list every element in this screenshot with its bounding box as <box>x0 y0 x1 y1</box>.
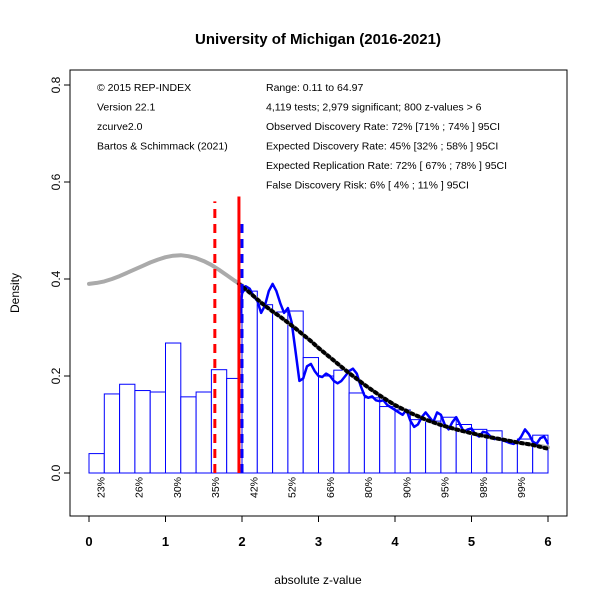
histogram-bar <box>501 440 518 474</box>
power-label: 35% <box>210 477 222 498</box>
histogram-bar <box>103 393 121 474</box>
y-tick-label: 0.6 <box>49 173 63 190</box>
significance-lines <box>213 196 244 473</box>
power-label: 95% <box>440 477 452 498</box>
power-label: 23% <box>95 477 107 498</box>
x-tick-label: 5 <box>468 534 475 549</box>
y-axis-label: Density <box>8 273 22 313</box>
power-label: 66% <box>325 477 337 498</box>
histogram-bar <box>134 390 151 474</box>
histogram-bar <box>180 396 197 474</box>
histogram-bar <box>241 290 258 474</box>
histogram-bar <box>88 453 105 474</box>
histogram-bar <box>409 419 427 474</box>
histogram-bar <box>149 391 166 474</box>
y-tick-label: 0.2 <box>49 367 63 384</box>
y-tick-label: 0.8 <box>49 76 63 93</box>
histogram-bar <box>256 304 274 474</box>
histogram-bar <box>363 397 381 474</box>
histogram-bar <box>165 342 182 474</box>
annotation-left-line: © 2015 REP-INDEX <box>97 82 191 94</box>
x-tick-label: 1 <box>162 534 169 549</box>
annotation-left-line: Bartos & Schimmack (2021) <box>97 141 228 153</box>
histogram-bar <box>348 392 365 474</box>
x-tick-label: 2 <box>238 534 245 549</box>
annotation-right-line: Observed Discovery Rate: 72% [71% ; 74% … <box>266 121 500 133</box>
power-label: 80% <box>363 477 375 498</box>
density-curves <box>87 253 550 451</box>
power-label: 99% <box>516 477 528 498</box>
chart-title: University of Michigan (2016-2021) <box>195 31 441 48</box>
power-label: 98% <box>478 477 490 498</box>
annotations: © 2015 REP-INDEX Version 22.1 zcurve2.0 Bar… <box>97 82 507 192</box>
power-labels: 23% 26% 30% 35% 42% 52% 66% 80% 90% 95% 98% 99% <box>95 477 528 498</box>
histogram-bar <box>333 369 350 474</box>
x-tick-label: 3 <box>315 534 322 549</box>
x-tick-label: 6 <box>544 534 551 549</box>
x-tick-label: 4 <box>391 534 399 549</box>
histogram-bar <box>195 391 212 474</box>
power-label: 90% <box>401 477 413 498</box>
histogram-bars <box>88 290 549 474</box>
annotation-right-line: Expected Discovery Rate: 45% [32% ; 58% … <box>266 141 498 153</box>
annotation-right-line: 4,119 tests; 2,979 significant; 800 z-va… <box>266 102 482 114</box>
fitted-density-dotted-curve <box>236 281 550 451</box>
histogram-bar <box>425 420 442 474</box>
annotation-right-line: Expected Replication Rate: 72% [ 67% ; 7… <box>266 160 507 172</box>
x-axis-label: absolute z-value <box>274 573 362 587</box>
power-label: 30% <box>172 477 184 498</box>
annotation-right-line: Range: 0.11 to 64.97 <box>266 82 363 94</box>
y-tick-label: 0.0 <box>49 464 63 481</box>
histogram-bar <box>119 383 136 474</box>
axes: 0 1 2 3 4 5 6 0.0 0.2 0.4 0.6 0.8 <box>49 76 552 549</box>
annotation-left-line: zcurve2.0 <box>97 121 143 133</box>
power-label: 26% <box>134 477 146 498</box>
annotation-left-line: Version 22.1 <box>97 102 156 114</box>
histogram-bar <box>394 409 411 474</box>
y-tick-label: 0.4 <box>49 270 63 287</box>
histogram-bar <box>318 375 335 474</box>
power-label: 52% <box>287 477 299 498</box>
histogram-bar <box>379 406 396 474</box>
power-label: 42% <box>248 477 260 498</box>
annotation-right-line: False Discovery Risk: 6% [ 4% ; 11% ] 95… <box>266 180 469 192</box>
x-tick-label: 0 <box>85 534 92 549</box>
histogram-bar <box>272 311 289 474</box>
